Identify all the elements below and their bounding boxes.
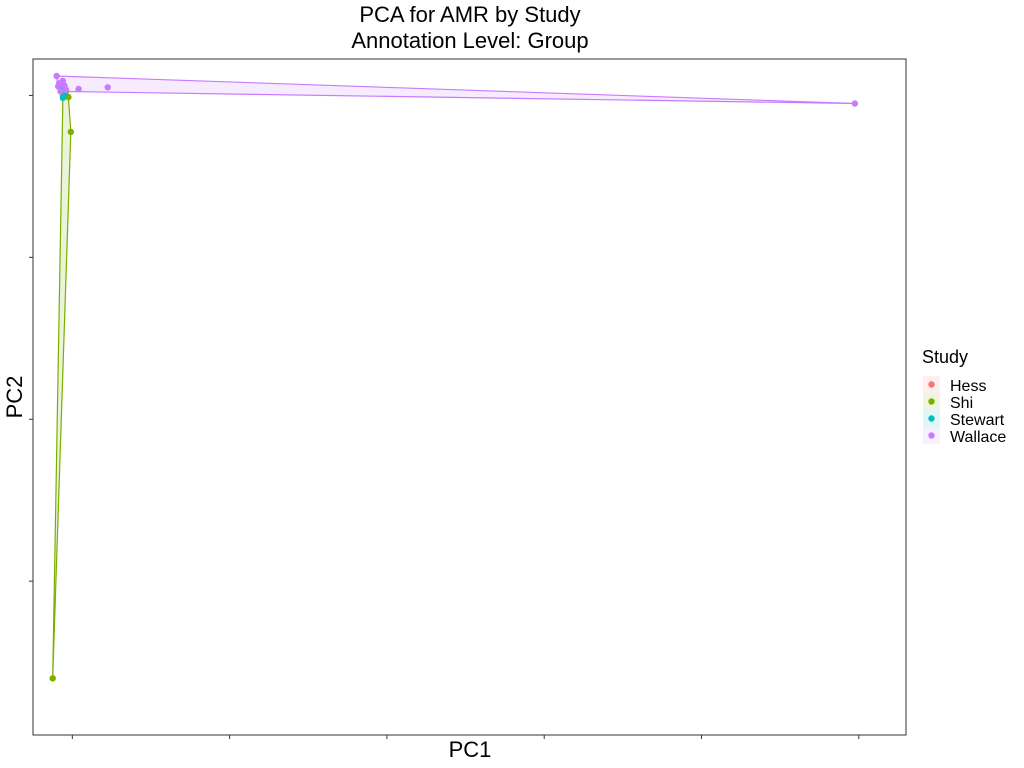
legend-key-hess <box>928 381 935 388</box>
point-wallace <box>851 100 859 107</box>
chart-subtitle: Annotation Level: Group <box>351 28 588 53</box>
legend-item-shi: Shi <box>923 393 973 412</box>
legend-label-wallace: Wallace <box>950 429 1006 446</box>
legend-key-wallace <box>928 432 935 439</box>
point-wallace <box>75 85 82 93</box>
x-axis-label: PC1 <box>449 737 492 762</box>
point-shi <box>49 675 56 682</box>
y-axis-label: PC2 <box>2 376 27 419</box>
point-shi <box>67 128 75 136</box>
legend-label-hess: Hess <box>950 378 986 395</box>
legend-label-stewart: Stewart <box>950 412 1005 429</box>
legend-item-hess: Hess <box>923 376 986 395</box>
legend-title: Study <box>922 347 968 367</box>
tick-layer <box>29 94 860 739</box>
chart-title: PCA for AMR by Study <box>359 2 580 27</box>
legend-item-stewart: Stewart <box>923 410 1005 429</box>
legend-key-stewart <box>928 415 935 422</box>
point-wallace <box>62 86 70 94</box>
point-wallace <box>53 72 60 80</box>
point-wallace <box>57 88 64 95</box>
point-layer <box>49 72 859 682</box>
legend-item-wallace: Wallace <box>923 427 1006 446</box>
legend-label-shi: Shi <box>950 395 973 412</box>
point-wallace <box>55 83 62 90</box>
point-wallace <box>104 84 111 91</box>
legend-key-shi <box>928 398 935 405</box>
plot-panel <box>32 58 907 736</box>
